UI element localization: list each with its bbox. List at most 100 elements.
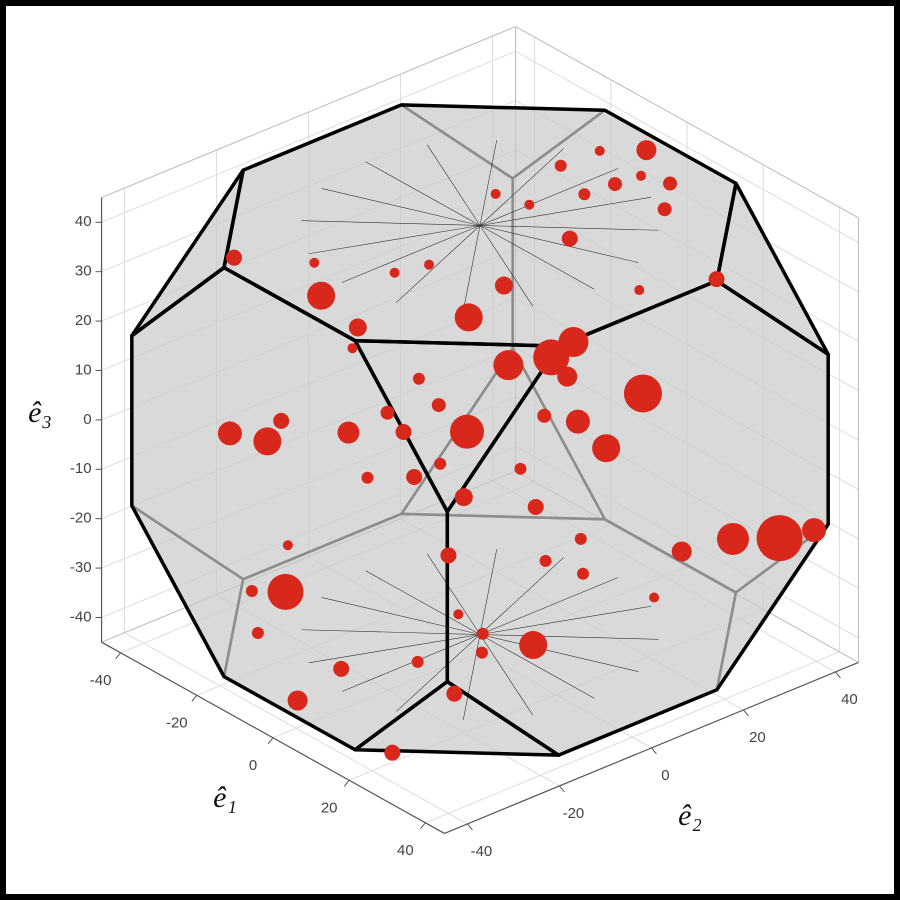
data-point: [490, 188, 501, 199]
data-point: [557, 366, 578, 387]
data-point: [406, 468, 423, 485]
data-point: [607, 177, 622, 192]
data-point: [348, 318, 367, 337]
data-point: [634, 285, 645, 296]
fz-mesh: [341, 225, 481, 283]
data-point: [454, 303, 483, 332]
data-point: [577, 567, 590, 580]
y-tick: [835, 671, 841, 679]
data-point: [578, 188, 591, 201]
z-tick-label: 20: [75, 312, 92, 329]
x-tick-label: -40: [90, 672, 112, 689]
fz-mesh: [308, 634, 481, 664]
data-point: [716, 522, 749, 555]
y-tick-label: -40: [471, 843, 493, 860]
data-point: [574, 532, 587, 545]
y-tick-label: 0: [661, 767, 669, 784]
data-point: [558, 326, 589, 357]
fz-mesh: [321, 597, 481, 635]
data-point: [539, 554, 552, 567]
x-tick-label: 0: [249, 757, 257, 774]
data-point: [671, 541, 692, 562]
data-point: [384, 744, 401, 761]
data-point: [454, 488, 473, 507]
x-axis-label: ê₁: [213, 781, 237, 814]
data-point: [395, 424, 412, 440]
fz-mesh: [479, 225, 659, 231]
box-edge: [515, 26, 859, 219]
data-point: [434, 457, 447, 470]
fz-mesh: [479, 225, 534, 307]
data-point: [476, 627, 489, 640]
data-point: [663, 176, 678, 191]
data-point: [527, 498, 544, 515]
fz-mesh: [479, 634, 534, 716]
data-point: [431, 398, 446, 413]
z-tick-label: -40: [70, 608, 92, 625]
data-point: [267, 573, 304, 610]
x-tick-label: -20: [166, 714, 188, 731]
data-point: [273, 412, 290, 429]
data-point: [333, 660, 350, 677]
data-point: [802, 518, 827, 543]
fz-mesh: [301, 220, 481, 226]
y-tick-label: 20: [749, 729, 766, 746]
fz-mesh: [462, 634, 481, 720]
y-tick-label: -20: [563, 805, 585, 822]
y-tick: [651, 747, 657, 755]
data-point: [307, 281, 336, 310]
z-tick-label: 30: [75, 263, 92, 280]
fz-mesh: [479, 225, 639, 263]
z-axis-label: ê₃: [28, 396, 52, 429]
data-point: [449, 414, 484, 449]
data-point: [309, 257, 320, 268]
data-point: [424, 259, 435, 270]
data-point: [565, 409, 590, 434]
z-tick-label: 40: [75, 213, 92, 230]
data-point: [389, 267, 400, 278]
z-tick-label: -20: [70, 510, 92, 527]
x-tick-label: 40: [397, 842, 414, 859]
z-tick-label: 0: [83, 411, 91, 428]
z-tick-label: 10: [75, 361, 92, 378]
data-point: [636, 140, 657, 161]
data-point: [594, 145, 605, 156]
data-point: [337, 421, 360, 444]
data-point: [592, 434, 621, 463]
box-edge: [101, 26, 516, 199]
data-point: [411, 655, 424, 668]
fz-mesh: [479, 605, 652, 635]
fz-mesh: [396, 225, 481, 303]
fz-mesh: [321, 188, 481, 226]
grid-line: [124, 632, 468, 825]
data-point: [494, 276, 513, 295]
y-tick-label: 40: [841, 691, 858, 708]
fz-face: [131, 267, 448, 750]
data-point: [453, 609, 464, 620]
fz-mesh: [426, 144, 481, 226]
fz-mesh: [365, 570, 481, 635]
fz-mesh: [479, 634, 595, 699]
z-tick-label: -30: [70, 559, 92, 576]
data-point: [440, 547, 457, 564]
data-point: [514, 462, 527, 475]
x-tick: [420, 822, 426, 830]
fz-mesh: [479, 577, 619, 635]
fz-mesh: [426, 553, 481, 635]
data-point: [245, 585, 258, 598]
data-point: [708, 271, 725, 288]
data-point: [657, 202, 672, 217]
data-point: [226, 249, 243, 266]
fz-edge: [353, 679, 561, 757]
y-tick: [743, 709, 749, 717]
data-point: [649, 592, 660, 603]
x-tick-label: 20: [321, 799, 338, 816]
fz-mesh: [479, 634, 659, 640]
fz-mesh: [479, 196, 652, 226]
y-tick: [559, 785, 565, 793]
fz-face: [355, 681, 559, 756]
data-point: [282, 540, 293, 551]
data-point: [636, 170, 646, 181]
fz-mesh: [479, 168, 619, 226]
